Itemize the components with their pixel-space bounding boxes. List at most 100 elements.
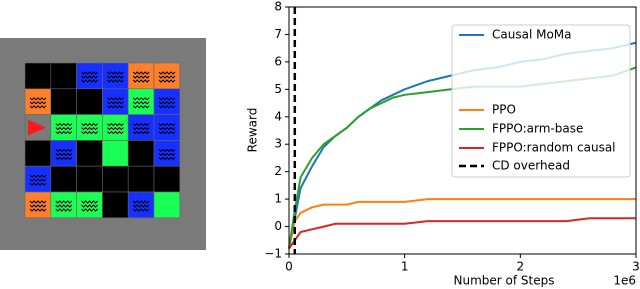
wave-icon xyxy=(107,79,124,83)
legend-label: Causal MoMa xyxy=(492,28,572,42)
wave-icon xyxy=(107,126,124,131)
grid-cell xyxy=(24,62,52,90)
x-tick-label: 1 xyxy=(401,260,409,274)
wave-icon xyxy=(132,126,150,131)
wave-icon xyxy=(158,79,176,83)
wave-icon xyxy=(107,105,124,109)
x-tick-label: 3 xyxy=(632,260,640,274)
wave-icon xyxy=(132,208,150,212)
agent xyxy=(28,119,46,136)
grid-cell xyxy=(102,165,129,193)
grid-cell xyxy=(76,165,103,193)
x-offset-label: 1e6 xyxy=(613,274,636,288)
x-axis-label: Number of Steps xyxy=(454,274,555,288)
y-tick-label: 8 xyxy=(274,0,282,14)
series-line xyxy=(288,217,636,250)
grid-cell xyxy=(50,165,77,193)
wave-icon xyxy=(158,105,176,109)
wave-icon xyxy=(158,152,176,157)
wave-icon xyxy=(132,75,150,79)
x-tick-label: 0 xyxy=(285,260,293,274)
y-tick-label: 1 xyxy=(274,192,282,206)
y-tick-label: 7 xyxy=(274,27,282,41)
legend-label: FPPO:arm-base xyxy=(492,122,583,136)
legend-box xyxy=(451,24,631,178)
wave-icon xyxy=(132,204,150,208)
grid-cell xyxy=(127,165,155,193)
wave-icon xyxy=(55,126,73,131)
wave-icon xyxy=(107,75,124,79)
wave-icon xyxy=(81,208,98,212)
wave-icon xyxy=(158,75,176,79)
wave-icon xyxy=(158,97,176,101)
grid-environment xyxy=(0,38,206,250)
wave-icon xyxy=(81,79,98,83)
wave-icon xyxy=(81,75,98,79)
y-tick-label: 2 xyxy=(274,164,282,178)
wave-icon xyxy=(158,156,176,161)
wave-icon xyxy=(132,122,150,127)
grid-cell xyxy=(50,62,77,90)
x-tick-label: 2 xyxy=(517,260,525,274)
wave-icon xyxy=(81,71,98,75)
wave-icon xyxy=(81,122,98,127)
wave-icon xyxy=(132,97,150,101)
grid-cell xyxy=(153,165,181,193)
wave-icon xyxy=(81,200,98,204)
wave-icon xyxy=(107,130,124,135)
grid-cell xyxy=(153,191,181,219)
wave-icon xyxy=(158,101,176,105)
wave-icon xyxy=(55,122,73,127)
wave-icon xyxy=(55,148,73,153)
y-tick-label: 6 xyxy=(274,54,282,68)
wave-icon xyxy=(132,101,150,105)
legend-label: CD overhead xyxy=(492,159,570,173)
y-tick-label: 3 xyxy=(274,137,282,151)
wave-icon xyxy=(55,130,73,135)
wave-icon xyxy=(55,208,73,212)
y-tick-label: −1 xyxy=(264,247,282,261)
wave-icon xyxy=(132,71,150,75)
wave-icon xyxy=(29,200,47,204)
wave-icon xyxy=(107,97,124,101)
wave-icon xyxy=(107,101,124,105)
plot-frame xyxy=(288,6,637,255)
wave-icon xyxy=(158,126,176,131)
grid-cell xyxy=(102,191,129,219)
grid-cell xyxy=(76,88,103,115)
wave-icon xyxy=(29,105,47,109)
grid-cell xyxy=(50,88,77,115)
legend-label: FPPO:random causal xyxy=(492,141,616,155)
wave-icon xyxy=(132,79,150,83)
wave-icon xyxy=(29,101,47,105)
wave-icon xyxy=(55,152,73,157)
wave-icon xyxy=(158,148,176,153)
wave-icon xyxy=(81,204,98,208)
grid-cell xyxy=(24,140,52,167)
wave-icon xyxy=(132,105,150,109)
wave-icon xyxy=(132,130,150,135)
wave-icon xyxy=(81,126,98,131)
wave-icon xyxy=(55,200,73,204)
wave-icon xyxy=(132,200,150,204)
wave-icon xyxy=(107,122,124,127)
legend-label: PPO xyxy=(492,103,516,117)
wave-icon xyxy=(29,178,47,182)
wave-icon xyxy=(55,156,73,161)
wave-icon xyxy=(81,130,98,135)
y-tick-label: 5 xyxy=(274,82,282,96)
wave-icon xyxy=(158,130,176,135)
wave-icon xyxy=(29,182,47,186)
grid-cell xyxy=(127,140,155,167)
y-axis-label: Reward xyxy=(246,108,260,153)
grid-cell xyxy=(76,140,103,167)
series-line xyxy=(288,198,636,249)
wave-icon xyxy=(158,122,176,127)
wave-icon xyxy=(29,204,47,208)
wave-icon xyxy=(55,204,73,208)
wave-icon xyxy=(29,208,47,212)
y-tick-label: 0 xyxy=(274,219,282,233)
wave-icon xyxy=(107,71,124,75)
